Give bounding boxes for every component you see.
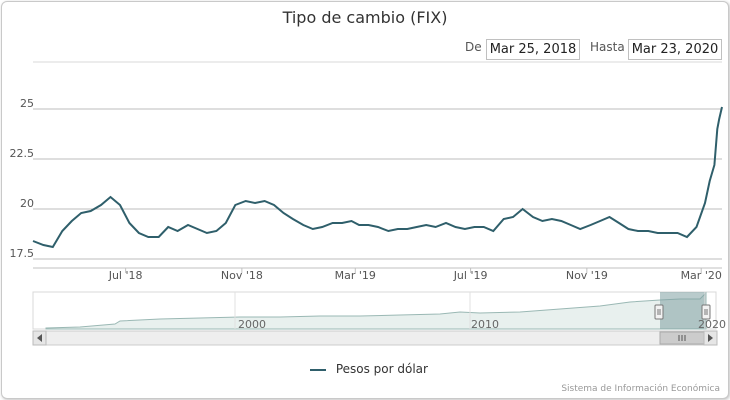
navigator-selected-range[interactable] [660, 292, 706, 329]
legend-swatch [310, 368, 326, 371]
chart-title: Tipo de cambio (FIX) [282, 8, 448, 27]
y-tick-label: 22.5 [10, 147, 35, 160]
x-tick-label: Nov '19 [566, 269, 608, 282]
navigator-tick: 2020 [698, 318, 726, 331]
series-line-pesos [32, 106, 723, 249]
range-to-input[interactable]: Mar 23, 2020 [628, 39, 722, 60]
scroll-left-button[interactable] [32, 330, 47, 346]
scroll-right-button[interactable] [703, 330, 718, 346]
y-axis-ticks: 17.5 20 22.5 25 [10, 97, 35, 260]
scrollbar-thumb[interactable] [659, 331, 705, 345]
x-tick-label: Jul '18 [108, 269, 143, 282]
navigator[interactable]: 2000 2010 2020 [32, 291, 726, 331]
x-axis-ticks: Jul '18 Nov '18 Mar '19 Jul '19 Nov '19 Mar '… [108, 268, 722, 282]
scrollbar-track[interactable] [32, 330, 718, 346]
x-tick-label: Mar '19 [335, 269, 376, 282]
legend[interactable]: Pesos por dólar [310, 362, 428, 376]
navigator-handle-left[interactable] [654, 304, 664, 320]
navigator-tick: 2010 [471, 318, 499, 331]
grid-lines [33, 61, 722, 269]
legend-label: Pesos por dólar [335, 362, 428, 376]
navigator-handle-right[interactable] [701, 304, 711, 320]
range-to-label: Hasta [590, 40, 625, 54]
navigator-tick: 2000 [238, 318, 266, 331]
x-tick-label: Jul '19 [453, 269, 488, 282]
x-tick-label: Nov '18 [221, 269, 263, 282]
x-tick-label: Mar '20 [681, 269, 722, 282]
scrollbar[interactable] [32, 330, 718, 346]
y-tick-label: 20 [20, 197, 34, 210]
y-tick-label: 17.5 [10, 247, 35, 260]
range-from-input[interactable]: Mar 25, 2018 [486, 39, 580, 60]
y-tick-label: 25 [20, 97, 34, 110]
credits: Sistema de Información Económica [561, 384, 720, 394]
range-from-label: De [465, 40, 482, 54]
